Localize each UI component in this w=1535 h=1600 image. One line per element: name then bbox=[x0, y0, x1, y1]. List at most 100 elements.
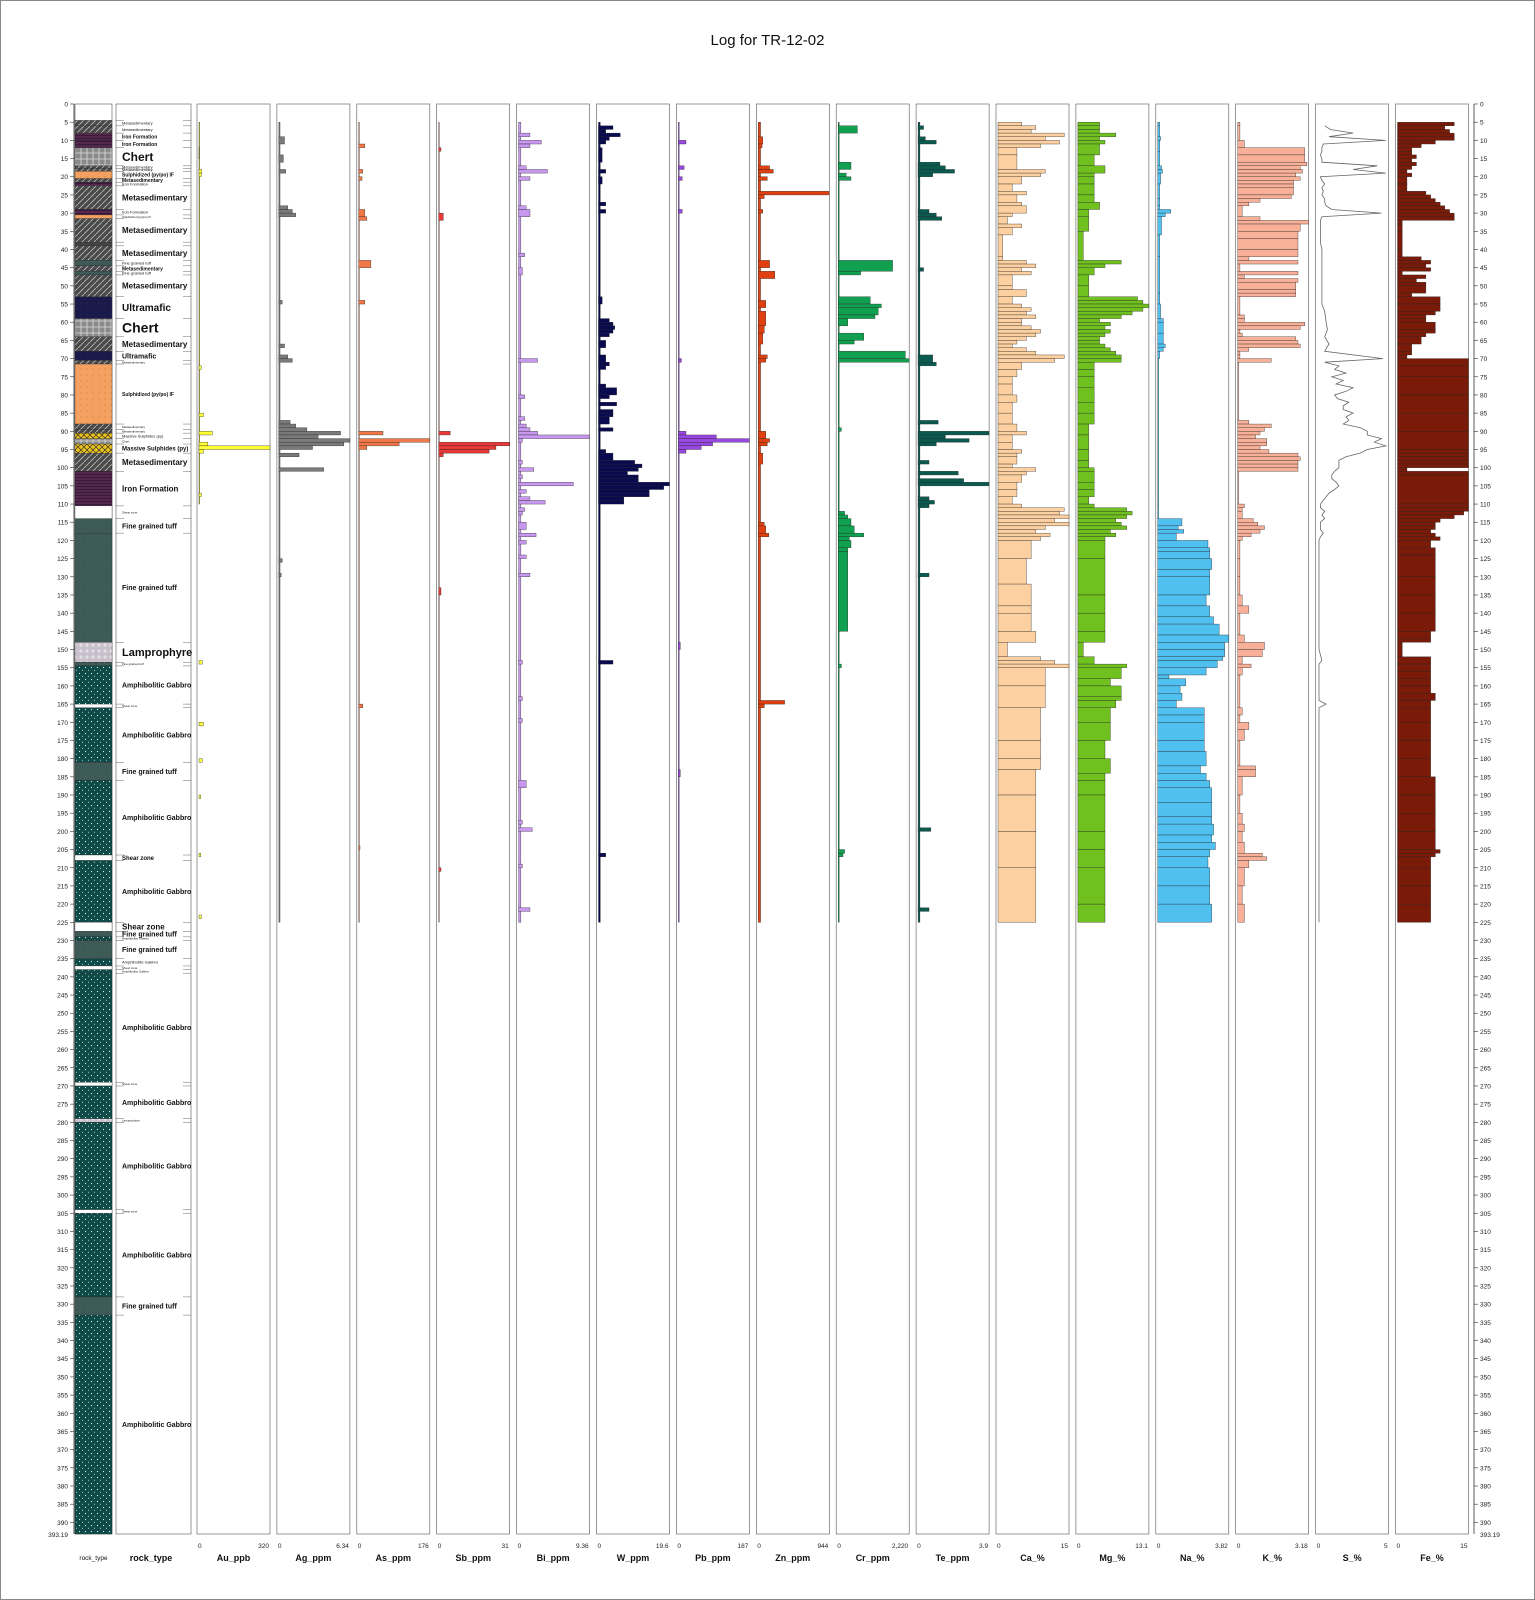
bar bbox=[1397, 376, 1469, 396]
bar bbox=[1237, 769, 1256, 778]
bar bbox=[1237, 442, 1267, 447]
lithology-label: Shear zone bbox=[122, 923, 165, 932]
bar bbox=[1157, 122, 1160, 126]
depth-tick-label: 370 bbox=[1480, 1447, 1491, 1454]
bar bbox=[1157, 616, 1214, 625]
track-min-label: 0 bbox=[598, 1543, 602, 1550]
lithology-label: Fine grained tuff bbox=[122, 1303, 178, 1310]
bar bbox=[1077, 529, 1111, 534]
lithology-interval bbox=[74, 940, 113, 959]
bar bbox=[1077, 656, 1095, 665]
depth-tick-label: 100 bbox=[1480, 465, 1491, 472]
bar bbox=[598, 402, 617, 407]
bar bbox=[598, 176, 603, 185]
bar bbox=[1237, 776, 1243, 796]
lithology-label: Iron Formation bbox=[122, 134, 157, 140]
bar bbox=[997, 227, 1013, 236]
depth-tick-label: 110 bbox=[1480, 502, 1491, 509]
bar bbox=[1397, 212, 1455, 217]
bar bbox=[1077, 358, 1122, 363]
bar bbox=[1157, 532, 1177, 541]
bar bbox=[1397, 260, 1431, 265]
depth-tick-label: 125 bbox=[1480, 556, 1491, 563]
depth-tick-label: 310 bbox=[57, 1229, 68, 1236]
bar bbox=[1157, 209, 1171, 214]
lithology-label: Amphibolitic Gabbro bbox=[122, 1025, 191, 1032]
bar bbox=[997, 223, 1022, 228]
bar bbox=[1157, 623, 1220, 636]
bar bbox=[598, 318, 610, 323]
bar bbox=[1077, 402, 1095, 414]
bar bbox=[198, 172, 202, 177]
bar bbox=[598, 365, 606, 370]
track-max-label: 15 bbox=[1061, 1543, 1069, 1550]
bar bbox=[997, 482, 1018, 490]
depth-tick-label: 50 bbox=[61, 283, 69, 290]
depth-tick-label: 75 bbox=[61, 374, 69, 381]
track-max-label: 320 bbox=[258, 1543, 269, 1550]
track-max-label: 3.82 bbox=[1215, 1543, 1228, 1550]
bar bbox=[1397, 282, 1427, 287]
track-sb-ppm: 0 31 Sb_ppm bbox=[436, 103, 511, 1563]
track-frame bbox=[915, 103, 990, 1535]
depth-tick-label: 20 bbox=[61, 174, 69, 181]
bar bbox=[1397, 518, 1441, 523]
depth-tick-label: 120 bbox=[1480, 538, 1491, 545]
track-frame bbox=[516, 103, 590, 1535]
bar bbox=[358, 438, 430, 443]
depth-tick-label: 205 bbox=[1480, 847, 1491, 854]
bar bbox=[1237, 649, 1263, 657]
bar bbox=[1397, 831, 1436, 850]
depth-tick-label: 240 bbox=[57, 974, 68, 981]
lithology-label: Chert bbox=[122, 439, 130, 443]
bar bbox=[917, 572, 930, 577]
bar bbox=[1077, 540, 1106, 559]
bar bbox=[1397, 471, 1469, 476]
depth-tick-label: 35 bbox=[61, 229, 69, 236]
bar bbox=[1237, 336, 1296, 341]
bar bbox=[1397, 140, 1436, 145]
bar bbox=[598, 136, 610, 141]
bar bbox=[1397, 700, 1431, 708]
track-frame bbox=[755, 103, 830, 1535]
depth-tick-label: 140 bbox=[57, 611, 68, 618]
bar bbox=[1157, 594, 1207, 607]
bar bbox=[1237, 813, 1243, 825]
bar bbox=[1237, 740, 1241, 767]
bar bbox=[598, 471, 628, 476]
lithology-interval bbox=[74, 860, 113, 923]
bar bbox=[1077, 831, 1106, 850]
bar bbox=[1077, 194, 1095, 203]
bar bbox=[1157, 525, 1179, 530]
bar bbox=[1077, 387, 1095, 403]
bar bbox=[1397, 322, 1436, 330]
bar bbox=[1237, 180, 1294, 185]
bar bbox=[838, 663, 842, 668]
lithology-interval bbox=[74, 351, 113, 361]
depth-tick-label: 270 bbox=[1480, 1083, 1491, 1090]
bar bbox=[1237, 903, 1245, 923]
bar bbox=[1077, 536, 1106, 541]
lithology-interval bbox=[74, 432, 113, 439]
depth-tick-label: 190 bbox=[57, 793, 68, 800]
bar bbox=[1397, 463, 1469, 468]
bar bbox=[917, 169, 955, 174]
track-au-ppb: 0 320 Au_ppb bbox=[196, 103, 271, 1563]
bar bbox=[1237, 329, 1241, 334]
bar bbox=[518, 907, 531, 912]
bar bbox=[358, 176, 363, 181]
bar bbox=[1077, 773, 1106, 781]
bar bbox=[598, 169, 606, 174]
bar bbox=[1157, 183, 1160, 199]
bar bbox=[1157, 740, 1205, 752]
track-te-ppm: 0 3.9 Te_ppm bbox=[915, 103, 990, 1563]
bar bbox=[1237, 540, 1241, 559]
depth-tick-label: 220 bbox=[1480, 902, 1491, 909]
bar bbox=[1237, 831, 1243, 843]
lithology-label: Metasedimentary bbox=[122, 249, 188, 258]
bar bbox=[1157, 700, 1177, 708]
depth-tick-label: 70 bbox=[61, 356, 69, 363]
bar bbox=[678, 122, 680, 923]
bar bbox=[278, 442, 345, 447]
bar bbox=[838, 125, 858, 134]
